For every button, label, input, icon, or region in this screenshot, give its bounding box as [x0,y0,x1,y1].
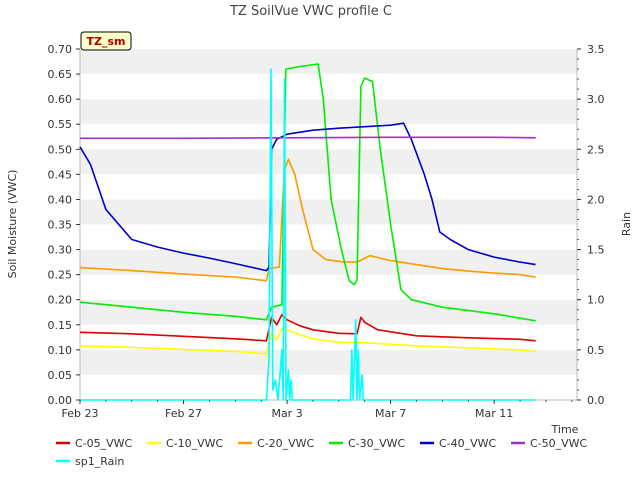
grid-band [80,324,577,350]
y-left-tick-label: 0.15 [48,319,73,332]
y-right-tick-label: 2.0 [587,193,605,206]
y-left-tick-label: 0.55 [48,118,73,131]
legend-label: C-20_VWC [257,437,315,450]
y-right-tick-label: 1.5 [587,244,605,257]
grid-band [80,349,577,375]
y-left-tick-label: 0.65 [48,68,73,81]
grid-band [80,249,577,275]
legend-label: C-40_VWC [439,437,497,450]
grid-band [80,299,577,325]
x-tick-label: Mar 3 [271,407,302,420]
series-line-c-20-vwc [79,158,536,282]
x-tick-label: Feb 27 [165,407,202,420]
y-left-tick-label: 0.30 [48,244,73,257]
grid-band [80,49,577,75]
legend-label: C-30_VWC [348,437,406,450]
legend: C-05_VWC C-10_VWC C-20_VWC C-30_VWC C-40_VWC… [56,437,588,468]
series-layer [79,63,536,401]
series-line-c-10-vwc [79,327,536,355]
y-right-tick-label: 2.5 [587,143,605,156]
y-axis-right-label: Rain [620,212,633,236]
series-line-c-50-vwc [80,136,536,140]
grid-band [80,224,577,250]
y-left-tick-label: 0.40 [48,193,73,206]
background-bands [80,49,577,400]
grid-band [80,74,577,100]
grid-band [80,374,577,400]
y-axis-left-label: Soil Moisture (VWC) [6,170,19,279]
x-axis-label: Time [551,423,579,436]
x-tick-label: Mar 11 [475,407,513,420]
legend-label: C-10_VWC [166,437,224,450]
y-right-tick-label: 3.5 [587,43,605,56]
series-line-c-05-vwc [79,313,536,342]
grid-band [80,99,577,125]
grid-band [80,274,577,300]
axes-layer: 0.00 0.05 0.10 0.15 0.20 0.25 0.30 0.35 0.40 0.45… [48,43,605,420]
y-right-tick-label: 0.0 [587,394,605,407]
y-left-tick-label: 0.10 [48,344,73,357]
y-left-tick-label: 0.35 [48,219,73,232]
legend-label: C-05_VWC [75,437,133,450]
site-badge: TZ_sm [80,31,132,51]
site-badge-label: TZ_sm [87,35,126,48]
grid-band [80,199,577,225]
x-tick-label: Mar 7 [375,407,406,420]
y-left-tick-label: 0.00 [48,394,73,407]
series-line-c-30-vwc [79,63,536,322]
y-left-tick-label: 0.25 [48,269,73,282]
y-right-tick-label: 3.0 [587,93,605,106]
y-left-tick-label: 0.05 [48,369,73,382]
y-left-tick-label: 0.20 [48,294,73,307]
y-left-tick-label: 0.50 [48,143,73,156]
x-tick-label: Feb 23 [62,407,99,420]
y-left-tick-label: 0.70 [48,43,73,56]
chart-title: TZ SoilVue VWC profile C [229,4,392,19]
y-right-tick-label: 0.5 [587,344,605,357]
y-left-tick-label: 0.60 [48,93,73,106]
series-line-sp1-rain [80,68,536,401]
y-right-tick-label: 1.0 [587,294,605,307]
legend-label: sp1_Rain [75,455,124,468]
grid-band [80,174,577,200]
series-line-c-40-vwc [79,122,536,272]
y-left-tick-label: 0.45 [48,168,73,181]
legend-label: C-50_VWC [530,437,588,450]
